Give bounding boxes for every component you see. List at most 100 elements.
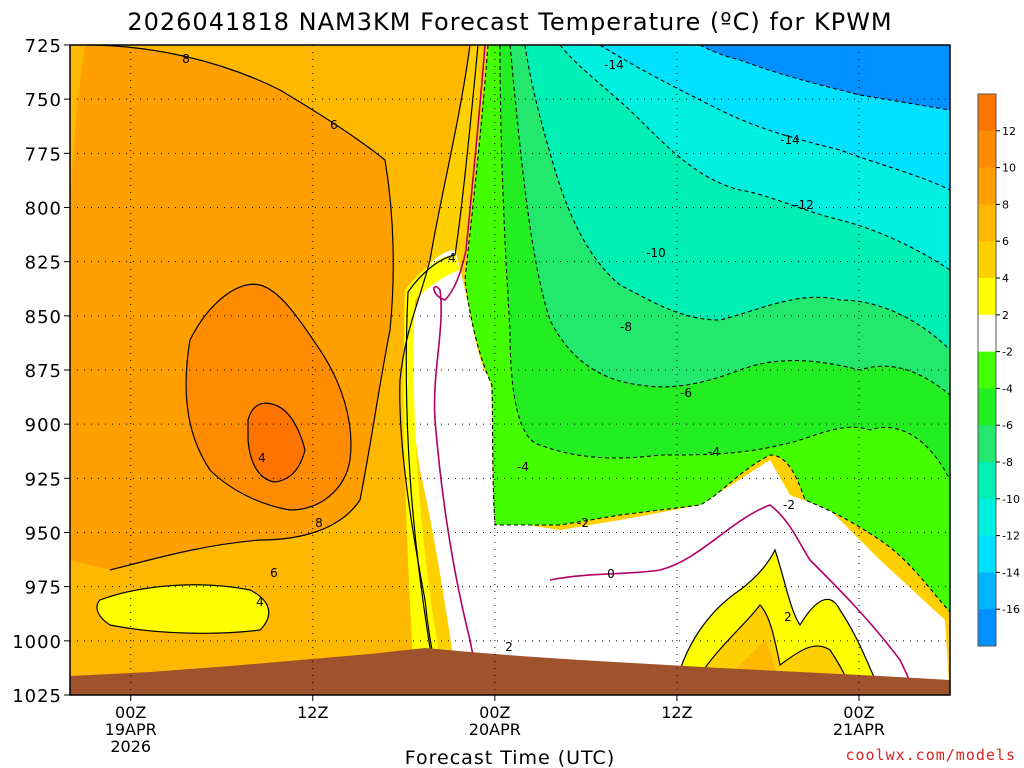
contour-label: -6 (680, 386, 692, 400)
y-tick-label: 875 (25, 361, 62, 382)
contour-4 (405, 45, 479, 661)
colorbar-swatch (978, 462, 996, 500)
field-near-zero (404, 250, 950, 695)
contour-4-lobe (96, 584, 270, 634)
x-tick-label: 21APR (833, 720, 885, 739)
contour-0-right (549, 504, 917, 695)
contour-minus-4 (499, 45, 950, 481)
colorbar-swatch (978, 498, 996, 537)
contour-6 (399, 45, 471, 695)
contour-label: 2 (784, 610, 792, 624)
colorbar-tick-label: 10 (1002, 162, 1016, 175)
contour-label: 6 (330, 118, 338, 132)
chart-title: 2026041818 NAM3KM Forecast Temperature (… (127, 8, 892, 36)
contour-label: 2 (505, 640, 513, 654)
field-frontal-band (403, 255, 460, 695)
colorbar-swatch (978, 130, 996, 169)
colorbar-tick-label: -16 (1002, 603, 1020, 616)
colorbar-tick-label: -6 (1002, 419, 1013, 432)
colorbar-swatch (978, 204, 996, 242)
colorbar-frame (977, 93, 997, 647)
contour-minus-8 (524, 45, 950, 351)
contour-minus-2 (464, 45, 950, 613)
contour-label: -2 (783, 498, 795, 512)
contour-12 (247, 402, 306, 483)
y-tick-label: 725 (25, 36, 62, 57)
contour-label: -4 (517, 460, 529, 474)
contour-label: 8 (182, 52, 190, 66)
terrain (70, 648, 950, 695)
contour-10 (185, 283, 352, 511)
colorbar-swatch (978, 535, 996, 573)
colorbar-swatch (978, 388, 996, 426)
y-axis: 725 750 775 800 825 850 875 900 925 950 975 1000 102… (12, 36, 70, 707)
contour-8 (84, 45, 394, 571)
y-tick-label: 750 (25, 90, 62, 111)
colorbar-tick-label: -4 (1002, 382, 1013, 395)
x-tick-label: 12Z (297, 703, 328, 722)
contour-labels: 8 6 4 8 6 4 -14 -14 -12 -10 -8 -6 -4 -4 -2 -2 0 2 2 4 (182, 52, 814, 654)
field-low-left-lobe (97, 584, 269, 634)
contour-minus-14 (699, 45, 950, 111)
y-tick-label: 800 (25, 199, 62, 220)
contour-label: 4 (256, 595, 264, 609)
credit-text: coolwx.com/models (845, 746, 1016, 764)
contour-label: -14 (780, 133, 800, 147)
contour-minus-10 (559, 45, 950, 271)
colorbar: 12 10 8 6 4 2 -2 -4 -6 -8 -10 -12 -14 -16 (977, 93, 1020, 647)
y-tick-label: 925 (25, 469, 62, 490)
colorbar-swatch (978, 278, 996, 316)
contour-lines (84, 45, 950, 695)
plot-area (70, 45, 950, 695)
colorbar-swatch (978, 314, 996, 353)
x-tick-label: 19APR (105, 720, 157, 739)
y-tick-label: 775 (25, 144, 62, 165)
colorbar-tick-label: -14 (1002, 566, 1020, 579)
y-tick-label: 850 (25, 307, 62, 328)
y-tick-label: 975 (25, 578, 62, 599)
colorbar-tick-label: -8 (1002, 456, 1013, 469)
contour-label: -12 (794, 198, 814, 212)
contour-label: -4 (708, 445, 720, 459)
colorbar-swatch (978, 425, 996, 463)
field-warm-12 (248, 403, 305, 482)
colorbar-tick-label: -2 (1002, 346, 1013, 359)
colorbar-swatch (978, 572, 996, 610)
contour-label: -14 (604, 58, 624, 72)
x-tick-label: 2026 (110, 737, 151, 756)
y-tick-label: 950 (25, 524, 62, 545)
x-tick-label: 00Z (843, 703, 874, 722)
x-tick-label: 00Z (479, 703, 510, 722)
colorbar-tick-label: 4 (1002, 272, 1009, 285)
colorbar-tick-label: 6 (1002, 235, 1009, 248)
contour-label: -10 (646, 246, 666, 260)
y-tick-label: 900 (25, 415, 62, 436)
colorbar-swatch (978, 241, 996, 279)
x-tick-label: 12Z (661, 703, 692, 722)
y-tick-label: 825 (25, 253, 62, 274)
contour-label: 4 (258, 451, 266, 465)
x-tick-label: 20APR (469, 720, 521, 739)
colorbar-swatch (978, 609, 996, 647)
contour-minus-6 (509, 45, 950, 396)
colorbar-tick-label: -10 (1002, 493, 1020, 506)
colorbar-tick-label: 12 (1002, 125, 1016, 138)
x-tick-label: 00Z (115, 703, 146, 722)
field-warm-10 (186, 284, 351, 510)
contour-label: 4 (448, 251, 456, 265)
colorbar-swatch (978, 351, 996, 389)
y-tick-label: 1025 (12, 686, 62, 707)
contour-0-left (433, 45, 489, 695)
contour-label: 0 (607, 567, 615, 581)
y-tick-label: 1000 (12, 632, 62, 653)
colorbar-swatch (978, 94, 996, 132)
contour-label: -2 (577, 516, 589, 530)
contour-label: -8 (620, 320, 632, 334)
colorbar-tick-label: 8 (1002, 198, 1009, 211)
contour-label: 6 (270, 566, 278, 580)
contour-4-surface (699, 604, 851, 691)
colorbar-tick-label: 2 (1002, 309, 1009, 322)
x-axis-label: Forecast Time (UTC) (405, 747, 615, 768)
contour-2-surface (679, 548, 881, 691)
